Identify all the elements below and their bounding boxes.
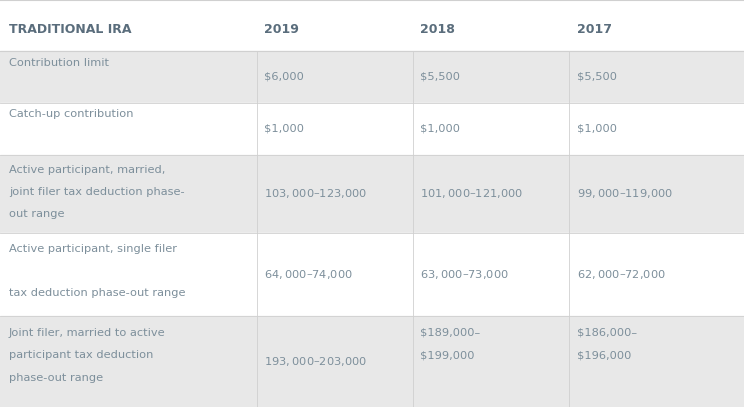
Bar — [0, 316, 744, 407]
Text: $193,000–$203,000: $193,000–$203,000 — [264, 355, 368, 368]
Bar — [0, 51, 744, 103]
Text: 2017: 2017 — [577, 23, 612, 36]
Text: phase-out range: phase-out range — [9, 373, 103, 383]
Text: out range: out range — [9, 208, 65, 219]
Text: joint filer tax deduction phase-: joint filer tax deduction phase- — [9, 187, 185, 197]
Text: Active participant, single filer: Active participant, single filer — [9, 244, 177, 254]
Text: 2018: 2018 — [420, 23, 455, 36]
Text: $1,000: $1,000 — [264, 124, 304, 133]
Text: $99,000–$119,000: $99,000–$119,000 — [577, 187, 673, 200]
Text: Catch-up contribution: Catch-up contribution — [9, 109, 133, 120]
Bar — [0, 103, 744, 155]
Text: Joint filer, married to active: Joint filer, married to active — [9, 328, 166, 338]
Bar — [0, 0, 744, 51]
Text: $101,000–$121,000: $101,000–$121,000 — [420, 187, 524, 200]
Text: $64,000–$74,000: $64,000–$74,000 — [264, 268, 353, 281]
Text: Active participant, married,: Active participant, married, — [9, 165, 165, 175]
Text: $196,000: $196,000 — [577, 350, 631, 360]
Text: Contribution limit: Contribution limit — [9, 58, 109, 68]
Text: $6,000: $6,000 — [264, 72, 304, 82]
Text: $199,000: $199,000 — [420, 350, 475, 360]
Bar — [0, 155, 744, 233]
Text: $1,000: $1,000 — [577, 124, 617, 133]
Text: $103,000–$123,000: $103,000–$123,000 — [264, 187, 368, 200]
Text: 2019: 2019 — [264, 23, 299, 36]
Text: participant tax deduction: participant tax deduction — [9, 350, 153, 360]
Text: $62,000–$72,000: $62,000–$72,000 — [577, 268, 665, 281]
Text: $189,000–: $189,000– — [420, 328, 481, 338]
Bar — [0, 233, 744, 316]
Text: TRADITIONAL IRA: TRADITIONAL IRA — [9, 23, 132, 36]
Text: $5,500: $5,500 — [420, 72, 461, 82]
Text: $186,000–: $186,000– — [577, 328, 637, 338]
Text: $1,000: $1,000 — [420, 124, 461, 133]
Text: $5,500: $5,500 — [577, 72, 617, 82]
Text: tax deduction phase-out range: tax deduction phase-out range — [9, 289, 185, 298]
Text: $63,000–$73,000: $63,000–$73,000 — [420, 268, 509, 281]
